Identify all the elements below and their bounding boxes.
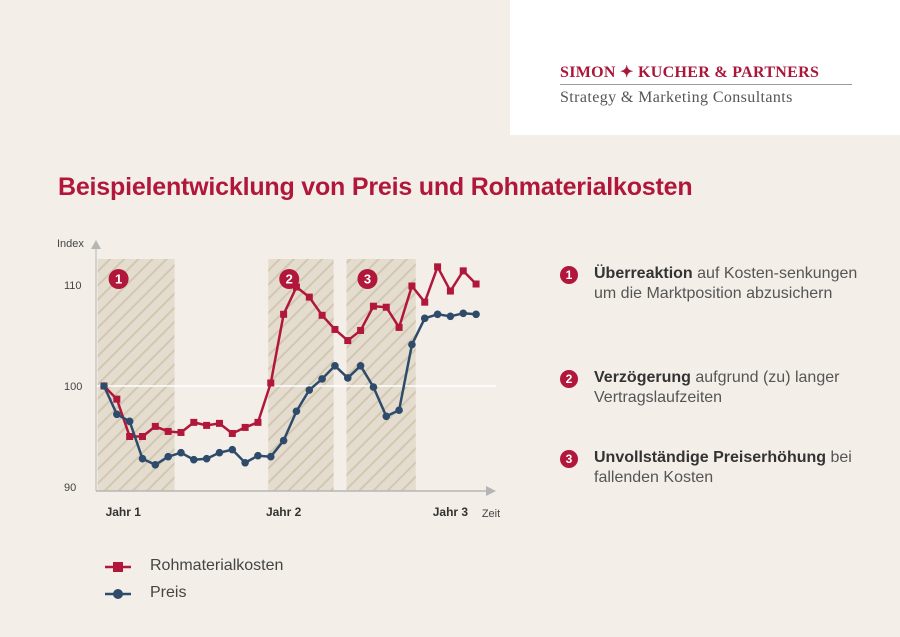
band-number-3: 3 — [364, 272, 371, 287]
raw-material-point-27 — [446, 287, 454, 295]
y-axis-arrow — [91, 240, 101, 249]
highlight-band-1 — [97, 259, 175, 491]
price-point-23 — [395, 406, 403, 415]
price-point-15 — [292, 407, 301, 416]
price-point-6 — [177, 448, 185, 457]
annotation-1: 1 Überreaktion auf Kosten-senkungen um d… — [560, 264, 880, 304]
annotation-1-number: 1 — [560, 266, 578, 284]
y-tick-110: 110 — [64, 280, 82, 292]
price-point-2 — [125, 417, 134, 426]
raw-material-point-29 — [472, 280, 480, 288]
logo-panel — [510, 0, 900, 135]
raw-material-point-7 — [190, 418, 198, 426]
raw-material-point-11 — [241, 423, 249, 431]
price-point-26 — [433, 310, 442, 319]
price-point-7 — [190, 455, 198, 464]
price-point-29 — [472, 310, 480, 319]
band-marker-1 — [108, 269, 129, 289]
raw-material-point-6 — [177, 428, 185, 436]
price-point-1 — [113, 410, 121, 419]
x-axis-label: Zeit — [482, 508, 500, 520]
price-point-12 — [254, 451, 262, 460]
x-tick-2: Jahr 2 — [266, 505, 302, 519]
highlight-band-3 — [346, 259, 416, 491]
annotation-1-bold: Überreaktion — [594, 265, 693, 282]
x-tick-3: Jahr 3 — [433, 505, 469, 519]
raw-material-point-18 — [331, 325, 339, 333]
price-point-14 — [279, 436, 288, 445]
annotation-2-number: 2 — [560, 370, 578, 388]
price-point-24 — [408, 340, 416, 349]
band-number-2: 2 — [286, 272, 293, 287]
annotation-2: 2 Verzögerung aufgrund (zu) langer Vertr… — [560, 368, 880, 408]
raw-material-point-24 — [408, 282, 416, 290]
price-point-22 — [382, 412, 391, 421]
price-point-18 — [331, 362, 339, 370]
price-point-20 — [356, 362, 365, 370]
price-point-13 — [266, 452, 275, 461]
page-title: Beispielentwicklung von Preis und Rohmat… — [58, 173, 693, 201]
raw-material-point-17 — [318, 311, 326, 319]
annotation-2-bold: Verzögerung — [594, 369, 691, 386]
price-point-10 — [228, 445, 237, 454]
brand-tagline: Strategy & Marketing Consultants — [560, 89, 793, 106]
annotation-1-text: auf Kosten-senkungen um die Marktpositio… — [594, 265, 858, 302]
price-point-0 — [100, 382, 108, 390]
brand-name: SIMON ✦ KUCHER & PARTNERS — [560, 64, 820, 81]
annotation-3-text: bei fallenden Kosten — [594, 449, 852, 486]
raw-material-point-28 — [459, 267, 467, 275]
raw-material-point-12 — [254, 418, 262, 426]
raw-material-point-1 — [113, 395, 121, 403]
raw-material-point-4 — [151, 422, 159, 430]
y-axis-label: Index — [57, 238, 84, 250]
raw-material-point-13 — [267, 379, 275, 387]
price-point-3 — [138, 454, 147, 463]
raw-material-point-26 — [434, 263, 442, 271]
legend-price-marker — [105, 589, 131, 599]
raw-material-point-22 — [382, 303, 390, 311]
price-point-21 — [369, 383, 378, 391]
highlight-band-2 — [268, 259, 334, 491]
raw-material-point-15 — [292, 283, 300, 291]
y-tick-100: 100 — [64, 381, 82, 393]
band-number-1: 1 — [115, 272, 122, 287]
raw-material-point-10 — [228, 429, 236, 437]
raw-material-point-3 — [138, 433, 146, 440]
raw-material-point-20 — [357, 326, 365, 334]
annotation-3: 3 Unvollständige Preiserhöhung bei falle… — [560, 448, 880, 488]
price-point-25 — [420, 314, 429, 323]
annotation-2-text: aufgrund (zu) langer Vertragslaufzeiten — [594, 369, 840, 406]
price-point-8 — [202, 454, 211, 463]
price-point-17 — [318, 375, 326, 383]
price-point-4 — [151, 460, 160, 469]
y-tick-90: 90 — [64, 482, 76, 494]
raw-material-point-25 — [421, 298, 429, 306]
legend-price-label: Preis — [150, 584, 187, 601]
price-point-9 — [215, 448, 224, 457]
price-point-11 — [241, 458, 249, 467]
brand-divider — [560, 84, 852, 85]
raw-material-point-23 — [395, 323, 403, 331]
legend-raw-material-label: Rohmaterialkosten — [150, 557, 284, 574]
raw-material-point-16 — [305, 293, 313, 301]
raw-material-point-9 — [215, 419, 223, 427]
raw-material-point-14 — [280, 310, 288, 318]
x-axis-arrow — [486, 486, 496, 496]
annotation-3-bold: Unvollständige Preiserhöhung — [594, 449, 827, 466]
x-tick-1: Jahr 1 — [106, 505, 142, 519]
price-point-16 — [305, 386, 314, 394]
annotation-3-number: 3 — [560, 450, 578, 468]
raw-material-point-2 — [126, 433, 134, 440]
price-point-5 — [164, 452, 172, 461]
raw-material-point-5 — [164, 427, 172, 435]
price-point-28 — [459, 309, 468, 318]
raw-material-point-21 — [369, 302, 377, 310]
band-marker-3 — [357, 269, 378, 289]
price-point-19 — [343, 374, 352, 382]
raw-material-point-8 — [203, 421, 211, 429]
price-point-27 — [446, 312, 455, 321]
legend-raw-material-marker — [105, 562, 131, 572]
raw-material-point-19 — [344, 337, 352, 345]
